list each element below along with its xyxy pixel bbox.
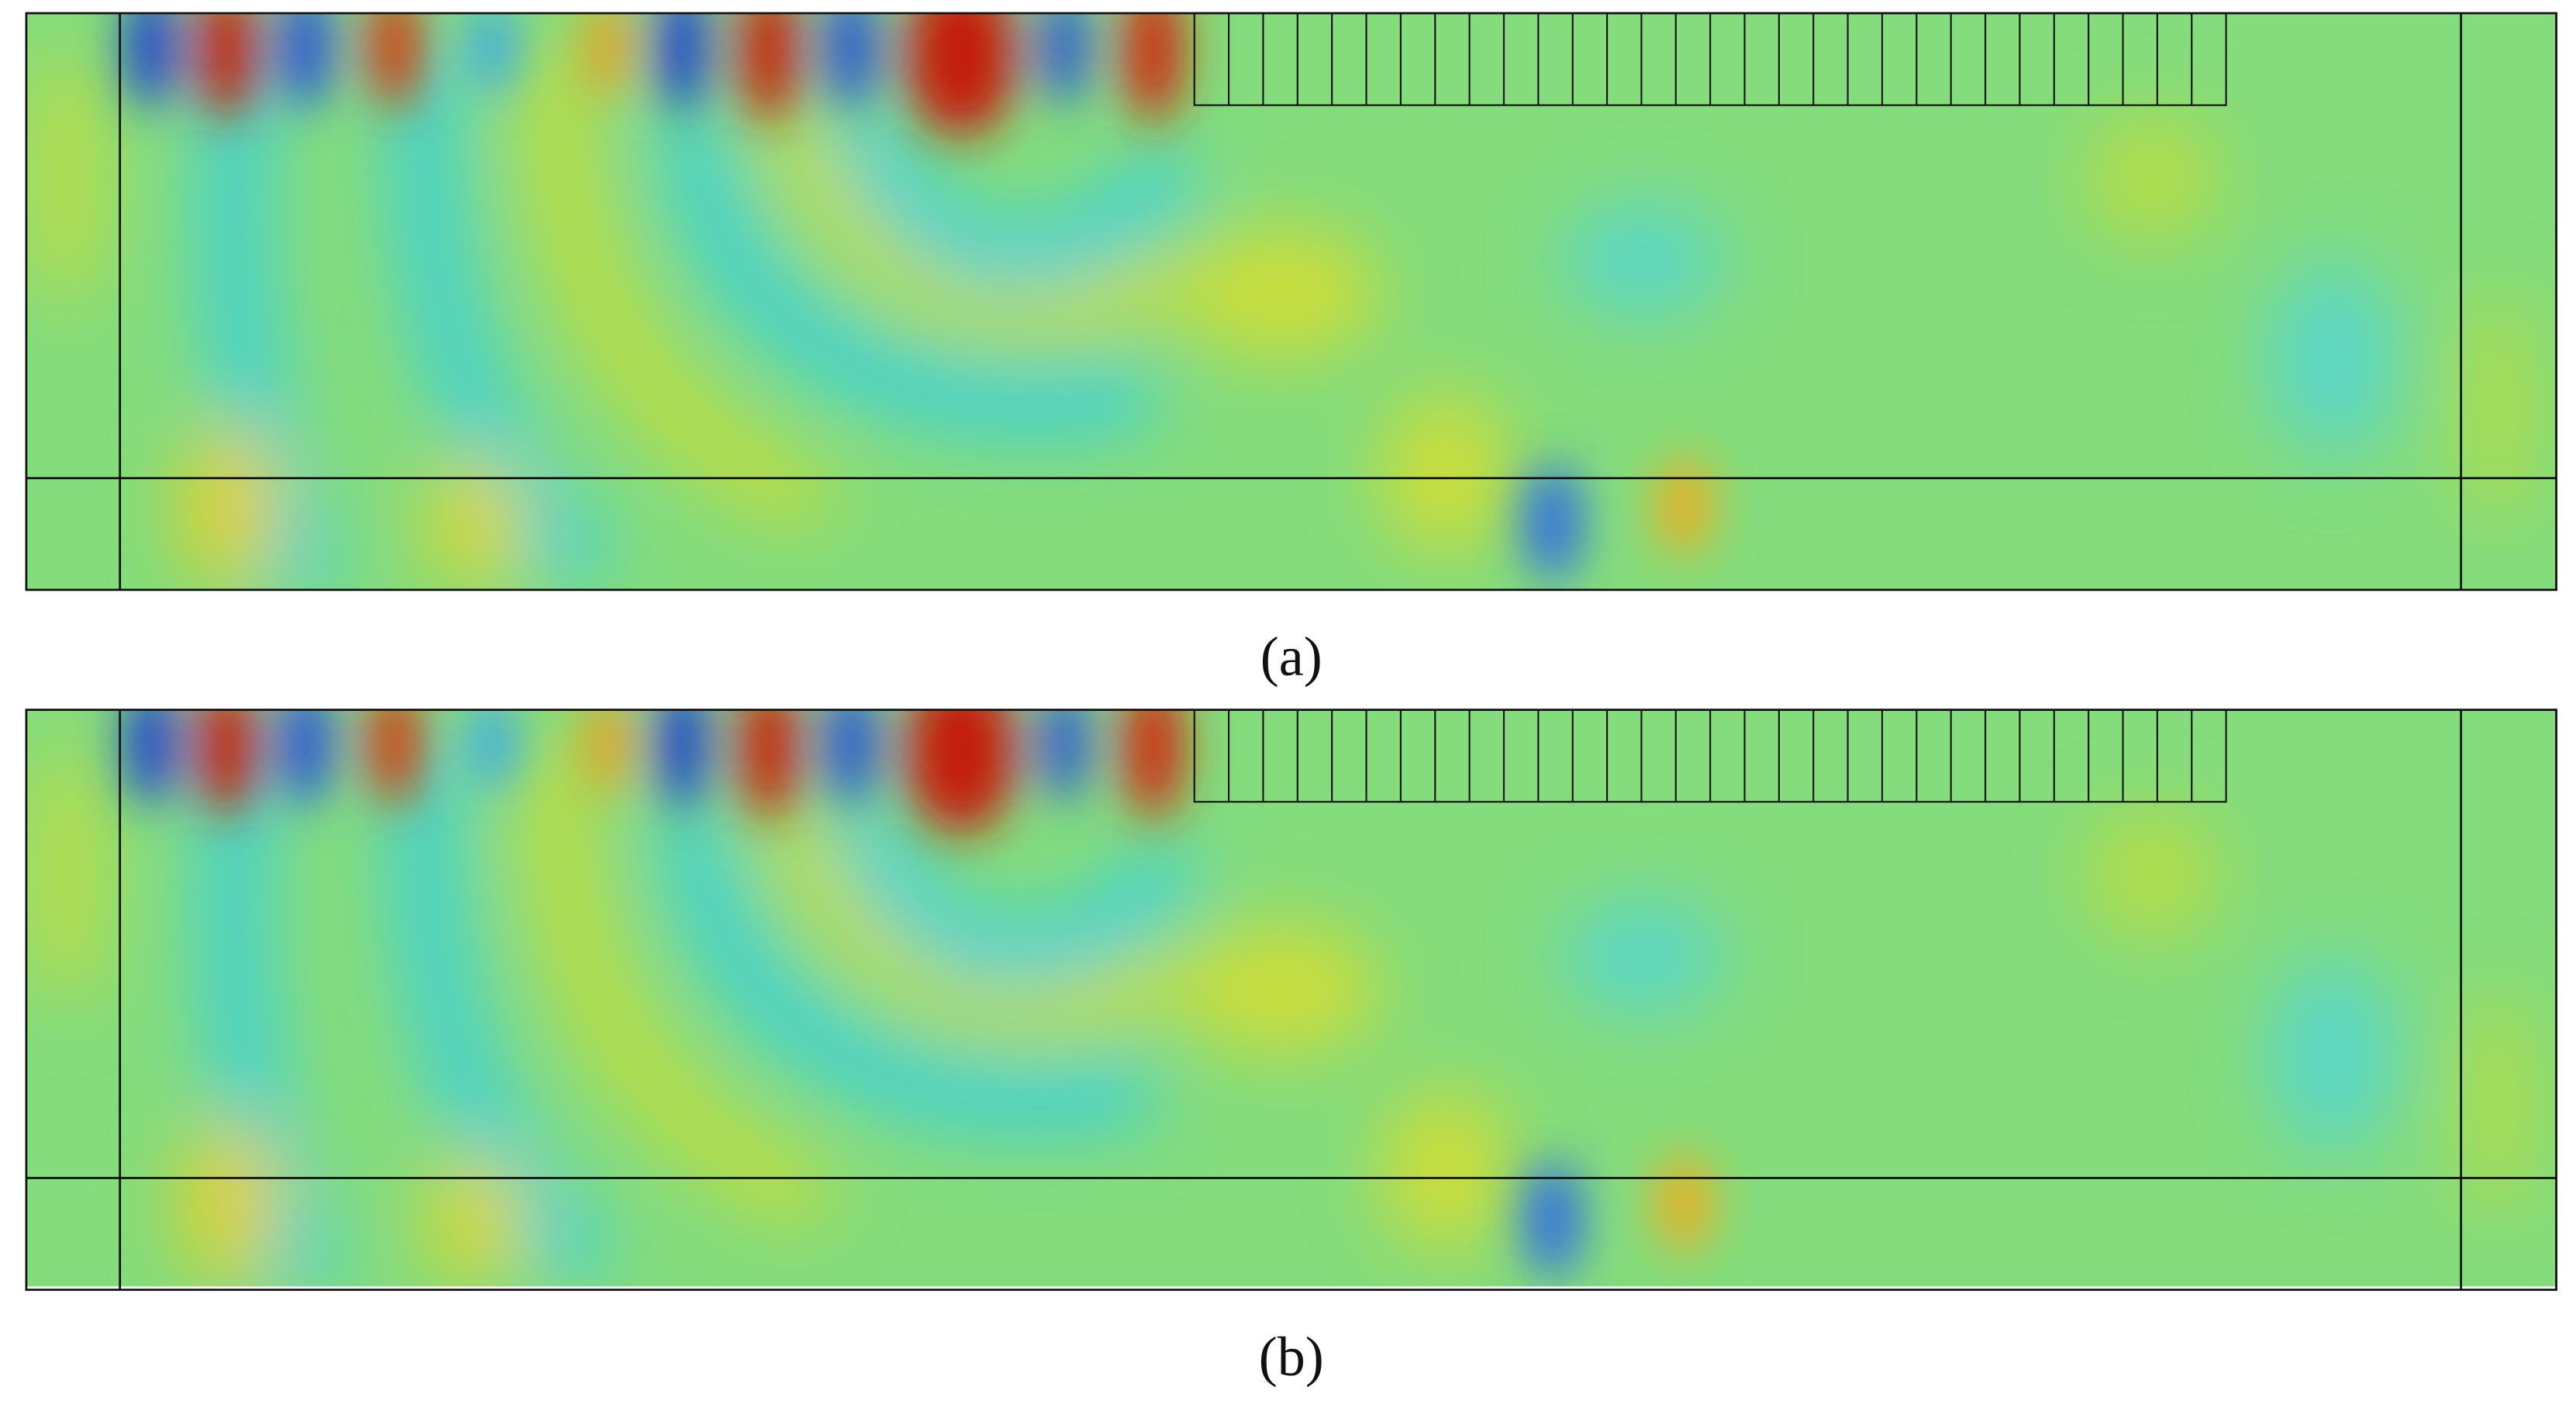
field-image	[26, 669, 2557, 1287]
panel-label: (b)	[1259, 1326, 1324, 1388]
field-image	[26, 0, 2557, 590]
panel-a: (a)	[25, 0, 2557, 688]
cell-grid	[1193, 709, 2227, 803]
panel-label: (a)	[1260, 626, 1322, 688]
panel-b: (b)	[25, 669, 2557, 1388]
cell-grid	[1193, 12, 2227, 106]
